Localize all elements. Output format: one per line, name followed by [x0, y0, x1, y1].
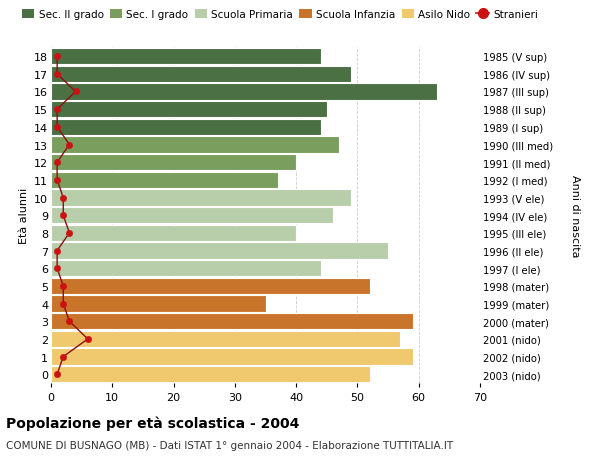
Point: [58, 195, 68, 202]
Bar: [51, 366, 370, 382]
Text: COMUNE DI BUSNAGO (MB) - Dati ISTAT 1° gennaio 2004 - Elaborazione TUTTITALIA.IT: COMUNE DI BUSNAGO (MB) - Dati ISTAT 1° g…: [6, 440, 453, 450]
Bar: [51, 313, 413, 330]
Point: [65, 318, 74, 325]
Point: [65, 230, 74, 237]
Bar: [51, 155, 296, 171]
Point: [58, 353, 68, 360]
Bar: [51, 67, 351, 83]
Point: [65, 141, 74, 149]
Point: [52, 371, 62, 378]
Point: [52, 71, 62, 78]
Bar: [51, 119, 320, 136]
Text: Popolazione per età scolastica - 2004: Popolazione per età scolastica - 2004: [6, 415, 299, 430]
Point: [52, 53, 62, 61]
Bar: [51, 296, 265, 312]
Bar: [51, 331, 400, 347]
Y-axis label: Età alunni: Età alunni: [19, 188, 29, 244]
Bar: [51, 84, 437, 101]
Point: [52, 106, 62, 113]
Bar: [51, 278, 370, 294]
Bar: [51, 102, 327, 118]
Bar: [51, 349, 413, 365]
Point: [52, 265, 62, 272]
Y-axis label: Anni di nascita: Anni di nascita: [569, 174, 580, 257]
Point: [83, 336, 92, 343]
Bar: [51, 172, 278, 189]
Point: [52, 177, 62, 184]
Point: [58, 283, 68, 290]
Bar: [51, 225, 296, 241]
Point: [52, 124, 62, 131]
Bar: [51, 243, 388, 259]
Legend: Sec. II grado, Sec. I grado, Scuola Primaria, Scuola Infanzia, Asilo Nido, Stran: Sec. II grado, Sec. I grado, Scuola Prim…: [22, 10, 538, 20]
Point: [71, 89, 80, 96]
Bar: [51, 190, 351, 206]
Point: [58, 212, 68, 219]
Bar: [51, 261, 320, 277]
Point: [52, 159, 62, 167]
Point: [58, 300, 68, 308]
Bar: [51, 137, 339, 153]
Point: [52, 247, 62, 255]
Bar: [51, 207, 333, 224]
Bar: [51, 49, 320, 65]
